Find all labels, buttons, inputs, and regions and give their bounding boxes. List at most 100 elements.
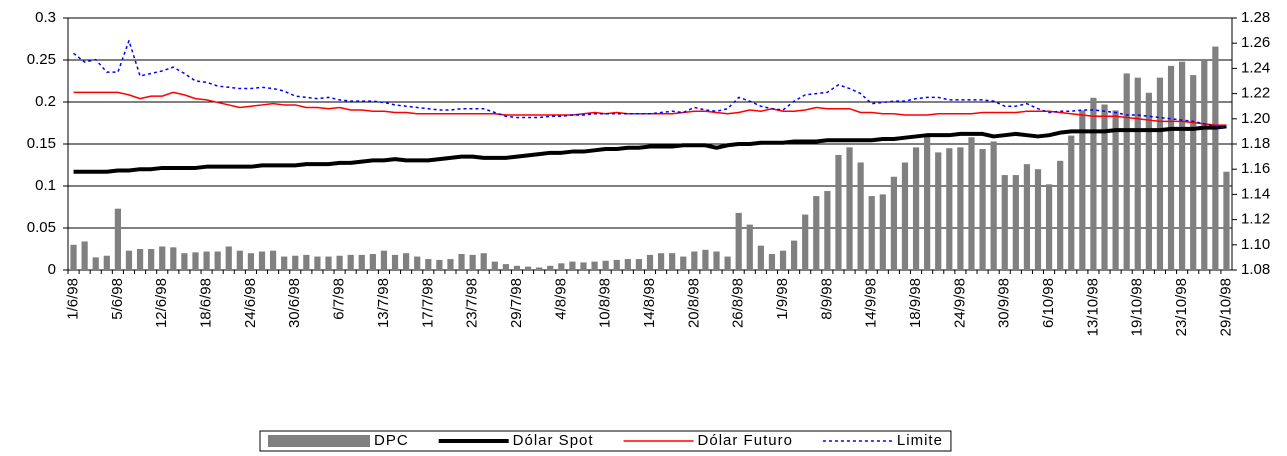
- bar: [524, 266, 532, 270]
- bar: [1134, 77, 1141, 270]
- bar: [1179, 61, 1186, 271]
- bar: [547, 265, 554, 270]
- bar: [835, 154, 842, 270]
- bar: [469, 254, 476, 270]
- bar: [635, 259, 643, 270]
- bar: [979, 149, 986, 270]
- bar: [1057, 160, 1064, 270]
- legend-label: DPC: [374, 432, 409, 449]
- x-tick-label: 13/10/98: [1084, 278, 1101, 336]
- bar: [802, 214, 809, 270]
- bar: [1012, 175, 1019, 270]
- bar: [791, 240, 798, 270]
- y2-tick-label: 1.10: [1241, 236, 1270, 253]
- bar: [380, 250, 388, 270]
- bar: [824, 191, 831, 270]
- x-tick-label: 18/6/98: [198, 278, 215, 328]
- bar: [425, 259, 432, 270]
- bar: [347, 254, 354, 270]
- bar: [1034, 169, 1042, 270]
- legend-label: Limite: [897, 432, 943, 449]
- x-tick-label: 1/6/98: [65, 278, 82, 320]
- bar: [436, 259, 443, 270]
- legend: DPC Dólar Spot Dólar Futuro Limite: [259, 430, 952, 452]
- x-tick-label: 23/7/98: [464, 278, 481, 328]
- bar: [746, 224, 753, 270]
- y2-tick-label: 1.20: [1241, 110, 1270, 127]
- bar: [458, 254, 465, 270]
- bar: [946, 148, 953, 270]
- bar: [1068, 135, 1075, 270]
- bar: [181, 253, 188, 270]
- bar: [691, 251, 698, 270]
- bar: [713, 251, 720, 270]
- bar: [957, 147, 964, 270]
- bar: [680, 256, 687, 270]
- bar: [580, 262, 587, 270]
- bar: [935, 152, 942, 270]
- y2-tick-label: 1.28: [1241, 9, 1270, 26]
- x-tick-label: 1/9/98: [774, 278, 791, 320]
- bar: [757, 245, 764, 270]
- x-tick-label: 5/6/98: [109, 278, 126, 320]
- x-tick-label: 14/9/98: [863, 278, 880, 328]
- x-tick-label: 10/8/98: [597, 278, 614, 328]
- x-tick-label: 24/9/98: [951, 278, 968, 328]
- bar: [114, 208, 121, 270]
- x-tick-label: 24/6/98: [242, 278, 259, 328]
- y2-tick-label: 1.14: [1241, 185, 1270, 202]
- legend-label: Dólar Spot: [513, 432, 594, 449]
- bar: [613, 259, 620, 270]
- bar: [602, 260, 609, 270]
- y-tick-label: 0.3: [35, 9, 56, 26]
- bar: [1145, 92, 1152, 270]
- bar: [136, 249, 144, 270]
- bar: [258, 251, 266, 270]
- y-tick-label: 0.2: [35, 93, 56, 110]
- x-tick-label: 13/7/98: [375, 278, 392, 328]
- bar: [1223, 171, 1230, 270]
- bar: [203, 251, 210, 270]
- bar: [148, 249, 155, 270]
- x-tick-label: 20/8/98: [685, 278, 702, 328]
- bar: [1001, 175, 1008, 270]
- bar: [325, 256, 332, 270]
- bar: [92, 257, 99, 270]
- y2-tick-label: 1.18: [1241, 135, 1270, 152]
- x-tick-label: 30/6/98: [286, 278, 303, 328]
- x-tick-label: 6/7/98: [331, 278, 348, 320]
- bar: [669, 253, 676, 270]
- bar: [369, 254, 376, 270]
- bar: [1079, 110, 1086, 271]
- bar: [125, 250, 133, 270]
- bar: [536, 267, 543, 270]
- bar: [1045, 184, 1053, 270]
- bar: [624, 259, 631, 270]
- line-series: [73, 91, 1227, 126]
- line-series: [73, 124, 1227, 174]
- x-tick-label: 19/10/98: [1129, 278, 1146, 336]
- bar: [1201, 60, 1208, 270]
- y2-tick-label: 1.22: [1241, 85, 1270, 102]
- bar: [303, 254, 310, 270]
- x-tick-label: 6/10/98: [1040, 278, 1057, 328]
- bar: [247, 253, 255, 270]
- bar: [1123, 73, 1130, 270]
- y-tick-label: 0.1: [35, 177, 56, 194]
- bar: [879, 194, 886, 270]
- bar: [103, 255, 110, 270]
- bar: [735, 212, 742, 270]
- x-tick-label: 18/9/98: [907, 278, 924, 328]
- x-tick-label: 29/10/98: [1217, 278, 1234, 336]
- bar: [403, 253, 410, 270]
- bar: [724, 256, 731, 270]
- bar: [170, 247, 177, 270]
- bar: [391, 254, 399, 270]
- bar: [846, 147, 853, 270]
- bar: [447, 259, 454, 270]
- x-tick-label: 23/10/98: [1173, 278, 1190, 336]
- bar: [1212, 46, 1219, 271]
- bar: [269, 250, 277, 270]
- x-tick-label: 8/9/98: [818, 278, 835, 320]
